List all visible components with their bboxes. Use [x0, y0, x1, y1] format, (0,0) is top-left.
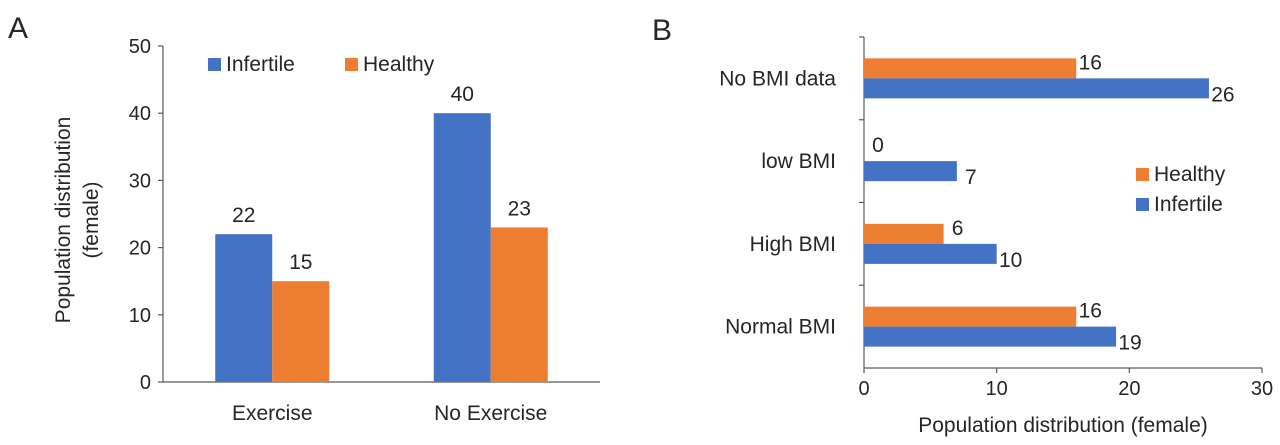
- panel-a-bar: [272, 281, 330, 382]
- panel-b-data-label: 6: [952, 217, 964, 240]
- panel-b-x-tick-label: 30: [1251, 378, 1273, 400]
- chart-b: 0 10 20 30 No BMI data 16 26 low BMI 0 7 High BMI 6…: [719, 36, 1273, 400]
- panel-a-bar: [433, 113, 491, 382]
- panel-b-bar: [864, 223, 944, 244]
- panel-b-legend-swatch: [1136, 198, 1149, 211]
- panel-b-data-label: 7: [965, 166, 977, 189]
- panel-b-category-label: No BMI data: [719, 67, 836, 90]
- panel-a-legend-label: Infertile: [226, 53, 295, 76]
- panel-b-data-label: 19: [1118, 332, 1141, 355]
- panel-a-bar: [215, 234, 273, 382]
- panel-a-category-label: Exercise: [232, 402, 313, 425]
- panel-b-label: B: [652, 14, 672, 47]
- panel-a-ylabel-line1: Population distribution: [52, 117, 75, 324]
- panel-b-bar: [864, 58, 1077, 79]
- panel-a-y-tick-label: 10: [129, 305, 151, 327]
- panel-b-category-label: low BMI: [761, 150, 836, 173]
- panel-b-legend-label: Healthy: [1154, 163, 1226, 186]
- panel-a-legend-swatch: [208, 58, 221, 71]
- panel-b-data-label: 26: [1211, 83, 1234, 106]
- panel-b-bar: [864, 78, 1209, 99]
- panel-a-ylabel-line2: (female): [80, 181, 103, 258]
- panel-a-legend-swatch: [345, 58, 358, 71]
- panel-b-x-tick-label: 20: [1118, 378, 1140, 400]
- panel-a-data-label: 22: [232, 204, 255, 227]
- panel-b-bar: [864, 161, 957, 182]
- panel-b-bar: [864, 306, 1077, 327]
- panel-a-category-label: No Exercise: [434, 402, 547, 425]
- panel-a-label: A: [8, 12, 28, 45]
- panel-b-data-label: 0: [872, 134, 884, 157]
- chart-a: 0 10 20 30 40 50 Exercise 22 15 No Exercise 40 23 In…: [129, 36, 600, 425]
- panel-b-legend-label: Infertile: [1154, 193, 1223, 216]
- panel-a-y-tick-label: 40: [129, 103, 151, 125]
- panel-b-x-tick-label: 10: [986, 378, 1008, 400]
- panel-a-y-tick-label: 50: [129, 36, 151, 58]
- panel-b-data-label: 16: [1079, 300, 1102, 323]
- panel-b-category-label: High BMI: [750, 233, 836, 256]
- panel-a-data-label: 15: [289, 251, 312, 274]
- panel-b-bar: [864, 326, 1117, 347]
- panel-a-y-tick-label: 0: [140, 372, 151, 394]
- panel-a-data-label: 23: [508, 197, 531, 220]
- panel-b-xlabel: Population distribution (female): [918, 414, 1208, 437]
- panel-b-category-label: Normal BMI: [725, 316, 836, 339]
- panel-a-legend-label: Healthy: [363, 53, 435, 76]
- panel-b-bar: [864, 243, 997, 264]
- panel-b-data-label: 16: [1079, 51, 1102, 74]
- panel-a-y-tick-label: 30: [129, 170, 151, 192]
- panel-a-y-tick-label: 20: [129, 238, 151, 260]
- panel-a-data-label: 40: [451, 83, 474, 106]
- panel-a-bar: [490, 227, 548, 382]
- panel-b-data-label: 10: [999, 249, 1022, 272]
- panel-b-x-tick-label: 0: [858, 378, 869, 400]
- panel-b-legend-swatch: [1136, 168, 1149, 181]
